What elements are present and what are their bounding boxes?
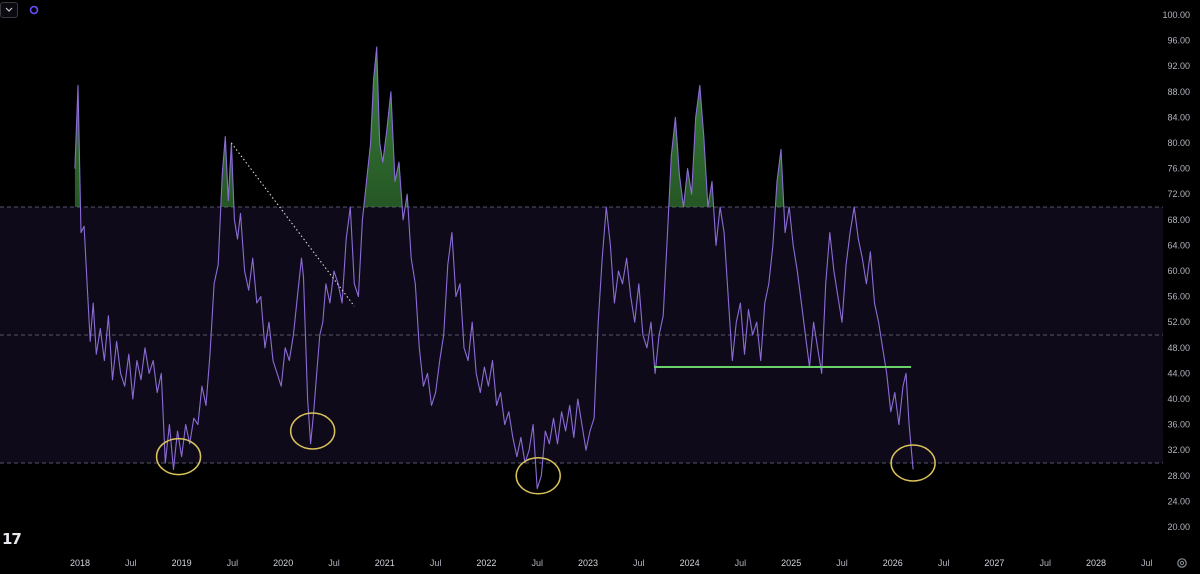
- x-tick-label: 2020: [273, 558, 293, 568]
- x-tick-label: Jul: [735, 558, 747, 568]
- y-tick-label: 68.00: [1167, 215, 1190, 225]
- x-tick-label: Jul: [1039, 558, 1051, 568]
- x-tick-label: 2023: [578, 558, 598, 568]
- x-tick-label: 2024: [680, 558, 700, 568]
- rsi-line: [74, 46, 914, 490]
- overbought-fill: [74, 47, 914, 207]
- y-tick-label: 48.00: [1167, 343, 1190, 353]
- y-tick-label: 100.00: [1162, 10, 1190, 20]
- y-tick-label: 96.00: [1167, 36, 1190, 46]
- oversold-circle-annotation: [155, 437, 202, 476]
- gear-icon[interactable]: [1175, 556, 1189, 570]
- refresh-icon[interactable]: [29, 5, 39, 15]
- x-tick-label: 2025: [781, 558, 801, 568]
- y-tick-label: 52.00: [1167, 317, 1190, 327]
- x-tick-label: Jul: [633, 558, 645, 568]
- y-tick-label: 24.00: [1167, 496, 1190, 506]
- x-tick-label: 2026: [883, 558, 903, 568]
- y-tick-label: 28.00: [1167, 471, 1190, 481]
- x-tick-label: 2022: [476, 558, 496, 568]
- y-tick-label: 44.00: [1167, 368, 1190, 378]
- y-tick-label: 88.00: [1167, 87, 1190, 97]
- y-tick-label: 76.00: [1167, 164, 1190, 174]
- x-tick-label: 2021: [375, 558, 395, 568]
- y-tick-label: 36.00: [1167, 420, 1190, 430]
- x-tick-label: Jul: [938, 558, 950, 568]
- interval-dropdown-button[interactable]: [0, 2, 18, 18]
- y-tick-label: 56.00: [1167, 292, 1190, 302]
- y-tick-label: 92.00: [1167, 61, 1190, 71]
- x-tick-label: Jul: [1141, 558, 1153, 568]
- oversold-circle-annotation: [890, 444, 936, 482]
- x-tick-label: Jul: [531, 558, 543, 568]
- y-tick-label: 60.00: [1167, 266, 1190, 276]
- y-tick-label: 80.00: [1167, 138, 1190, 148]
- x-tick-label: Jul: [227, 558, 239, 568]
- x-tick-label: Jul: [125, 558, 137, 568]
- y-tick-label: 32.00: [1167, 445, 1190, 455]
- x-tick-label: 2028: [1086, 558, 1106, 568]
- x-tick-label: Jul: [836, 558, 848, 568]
- y-tick-label: 40.00: [1167, 394, 1190, 404]
- tradingview-logo: 17: [2, 530, 22, 548]
- y-tick-label: 72.00: [1167, 189, 1190, 199]
- y-tick-label: 84.00: [1167, 112, 1190, 122]
- x-tick-label: 2019: [172, 558, 192, 568]
- y-tick-label: 64.00: [1167, 240, 1190, 250]
- oversold-circle-annotation: [515, 457, 561, 495]
- x-tick-label: 2018: [70, 558, 90, 568]
- y-tick-label: 20.00: [1167, 522, 1190, 532]
- x-tick-label: 2027: [984, 558, 1004, 568]
- x-tick-label: Jul: [430, 558, 442, 568]
- x-tick-label: Jul: [328, 558, 340, 568]
- chevron-down-icon: [5, 7, 13, 12]
- oversold-circle-annotation: [289, 412, 336, 450]
